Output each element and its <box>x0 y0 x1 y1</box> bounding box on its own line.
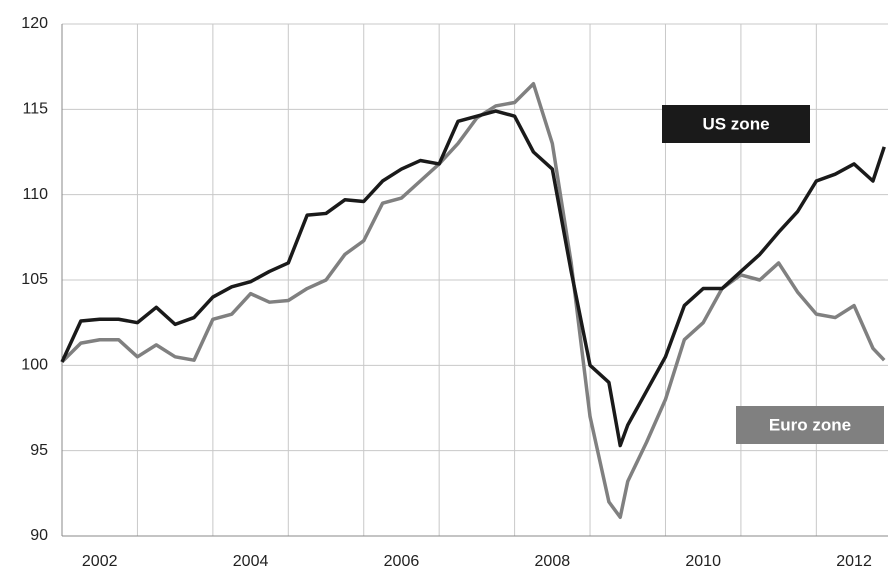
y-tick-label: 120 <box>21 15 48 32</box>
series-line <box>60 109 886 448</box>
legend-item: US zone <box>662 105 810 143</box>
x-tick-label: 2008 <box>535 553 571 570</box>
legend-box <box>662 105 810 143</box>
legend-box <box>736 406 884 444</box>
x-tick-label: 2010 <box>685 553 721 570</box>
legend-label: US zone <box>702 114 769 133</box>
y-tick-label: 95 <box>30 442 48 459</box>
x-tick-label: 2006 <box>384 553 420 570</box>
x-tick-label: 2002 <box>82 553 118 570</box>
series-line <box>60 81 886 519</box>
x-tick-label: 2012 <box>836 553 872 570</box>
x-tick-label: 2004 <box>233 553 269 570</box>
y-tick-label: 100 <box>21 357 48 374</box>
y-tick-label: 110 <box>22 186 48 203</box>
y-tick-label: 105 <box>21 271 48 288</box>
legend-label: Euro zone <box>769 415 851 434</box>
legend-item: Euro zone <box>736 406 884 444</box>
y-tick-label: 115 <box>22 101 48 118</box>
y-tick-label: 90 <box>30 527 48 544</box>
